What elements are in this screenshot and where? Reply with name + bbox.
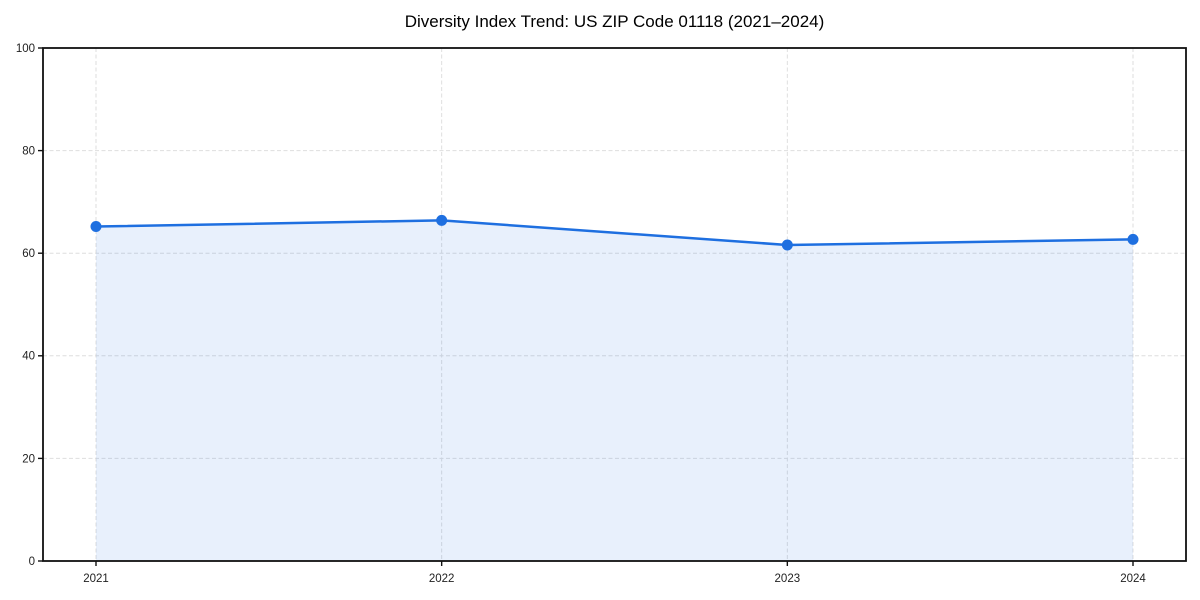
data-point-markers xyxy=(90,214,1139,251)
gridlines xyxy=(43,48,1186,561)
y-tick-label-20: 20 xyxy=(22,453,35,465)
y-tick-label-60: 60 xyxy=(22,248,35,260)
data-point-2023 xyxy=(781,239,793,251)
axis-frame xyxy=(42,47,1187,562)
y-tick-label-80: 80 xyxy=(22,146,35,158)
data-point-2024 xyxy=(1127,233,1139,245)
x-tick-label-2021: 2021 xyxy=(83,573,109,585)
x-tick-label-2022: 2022 xyxy=(429,573,455,585)
y-tick-label-0: 0 xyxy=(29,556,35,568)
x-tick-label-2023: 2023 xyxy=(775,573,801,585)
x-tick-label-2024: 2024 xyxy=(1120,573,1146,585)
y-axis: 0 20 40 60 80 100 xyxy=(16,43,43,568)
chart-title: Diversity Index Trend: US ZIP Code 01118… xyxy=(404,12,825,31)
series-area-fill xyxy=(96,220,1133,562)
y-tick-label-40: 40 xyxy=(22,351,35,363)
x-axis: 2021 2022 2023 2024 xyxy=(83,561,1146,585)
data-point-2021 xyxy=(90,221,102,233)
data-point-2022 xyxy=(436,214,448,226)
series-trend-line xyxy=(94,219,1135,247)
y-tick-label-100: 100 xyxy=(16,43,35,55)
